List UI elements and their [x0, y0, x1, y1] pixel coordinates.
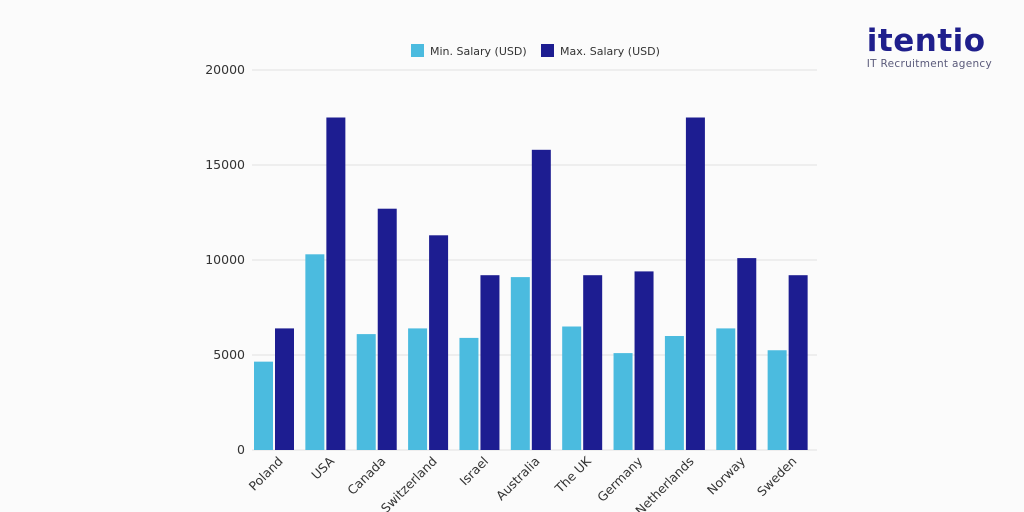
x-tick-label: Sweden — [754, 454, 800, 500]
bar-min-switzerland — [408, 328, 428, 450]
bar-max-switzerland — [429, 235, 449, 450]
x-tick-label: Australia — [493, 454, 543, 504]
bar-max-netherlands — [685, 117, 705, 450]
bar-max-poland — [275, 328, 294, 450]
bar-max-sweden — [788, 275, 808, 450]
bar-min-australia — [510, 277, 530, 450]
bar-max-norway — [737, 258, 757, 450]
x-tick-label: Poland — [246, 454, 286, 494]
bar-max-canada — [377, 208, 397, 450]
bar-max-germany — [634, 271, 654, 450]
bars — [254, 117, 808, 451]
bar-min-usa — [305, 254, 325, 450]
x-tick-label: Israel — [456, 454, 491, 489]
x-tick-label: Canada — [344, 454, 388, 498]
bar-min-the-uk — [562, 326, 582, 450]
x-tick-label: Germany — [594, 453, 646, 505]
y-tick-label: 10000 — [205, 252, 245, 267]
bar-min-sweden — [767, 350, 787, 450]
bar-max-israel — [480, 275, 500, 450]
x-tick-label: The UK — [551, 453, 594, 496]
bar-min-germany — [613, 353, 633, 450]
bar-min-norway — [716, 328, 736, 450]
y-tick-label: 15000 — [205, 157, 245, 172]
legend-label-max: Max. Salary (USD) — [560, 45, 660, 58]
bar-min-israel — [459, 337, 479, 450]
y-tick-label: 20000 — [205, 62, 245, 77]
legend-swatch-min — [411, 44, 424, 57]
bar-max-the-uk — [583, 275, 603, 450]
brand-name: itentio — [866, 23, 986, 59]
y-tick-label: 5000 — [213, 347, 245, 362]
bar-min-netherlands — [664, 336, 684, 450]
x-tick-label: Switzerland — [378, 454, 440, 512]
y-tick-label: 0 — [237, 442, 245, 457]
y-axis-ticks: 0 5000 10000 15000 20000 — [205, 62, 245, 457]
x-tick-label: USA — [308, 453, 337, 482]
bar-max-australia — [531, 149, 551, 451]
bar-min-poland — [254, 361, 273, 450]
brand-tagline: IT Recruitment agency — [866, 58, 992, 70]
x-tick-label: Norway — [704, 453, 749, 498]
legend: Min. Salary (USD) Max. Salary (USD) — [411, 44, 660, 58]
bar-min-canada — [356, 334, 376, 450]
brand-logo: itentio IT Recruitment agency — [867, 24, 992, 70]
legend-swatch-max — [541, 44, 554, 57]
legend-label-min: Min. Salary (USD) — [430, 45, 527, 58]
bar-max-usa — [326, 117, 346, 450]
